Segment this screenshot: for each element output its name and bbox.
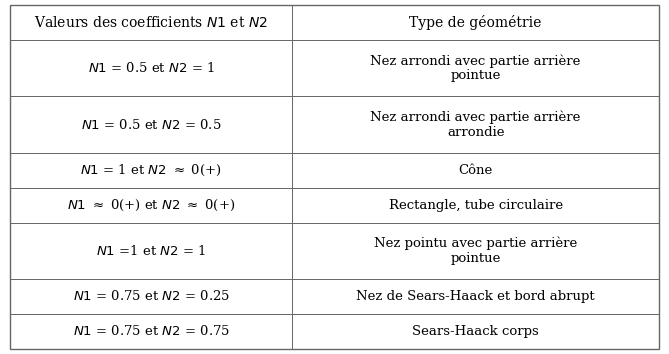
Text: Valeurs des coefficients $\mathit{N1}$ et $\mathit{N2}$: Valeurs des coefficients $\mathit{N1}$ e… xyxy=(34,15,268,30)
Text: Rectangle, tube circulaire: Rectangle, tube circulaire xyxy=(389,199,563,212)
Text: Nez arrondi avec partie arrière: Nez arrondi avec partie arrière xyxy=(371,54,581,68)
Text: Type de géométrie: Type de géométrie xyxy=(409,15,542,30)
Text: $\mathit{N1}$ = 1 et $\mathit{N2}$ $\approx$ 0(+): $\mathit{N1}$ = 1 et $\mathit{N2}$ $\app… xyxy=(80,162,222,178)
Text: Cône: Cône xyxy=(458,164,493,177)
Text: Nez pointu avec partie arrière: Nez pointu avec partie arrière xyxy=(374,236,577,250)
Text: $\mathit{N1}$ = 0.5 et $\mathit{N2}$ = 1: $\mathit{N1}$ = 0.5 et $\mathit{N2}$ = 1 xyxy=(88,61,215,75)
Text: Nez arrondi avec partie arrière: Nez arrondi avec partie arrière xyxy=(371,110,581,124)
Text: Sears-Haack corps: Sears-Haack corps xyxy=(412,325,539,338)
Text: pointue: pointue xyxy=(450,69,501,82)
Text: arrondie: arrondie xyxy=(447,126,504,138)
Text: $\mathit{N1}$ = 0.75 et $\mathit{N2}$ = 0.25: $\mathit{N1}$ = 0.75 et $\mathit{N2}$ = … xyxy=(73,289,229,303)
Text: $\mathit{N1}$ = 0.75 et $\mathit{N2}$ = 0.75: $\mathit{N1}$ = 0.75 et $\mathit{N2}$ = … xyxy=(72,324,230,338)
Text: $\mathit{N1}$ =1 et $\mathit{N2}$ = 1: $\mathit{N1}$ =1 et $\mathit{N2}$ = 1 xyxy=(96,244,206,258)
Text: $\mathit{N1}$ = 0.5 et $\mathit{N2}$ = 0.5: $\mathit{N1}$ = 0.5 et $\mathit{N2}$ = 0… xyxy=(81,118,221,132)
Text: pointue: pointue xyxy=(450,252,501,264)
Text: $\mathit{N1}$ $\approx$ 0(+) et $\mathit{N2}$ $\approx$ 0(+): $\mathit{N1}$ $\approx$ 0(+) et $\mathit… xyxy=(67,198,235,213)
Text: Nez de Sears-Haack et bord abrupt: Nez de Sears-Haack et bord abrupt xyxy=(357,290,595,303)
